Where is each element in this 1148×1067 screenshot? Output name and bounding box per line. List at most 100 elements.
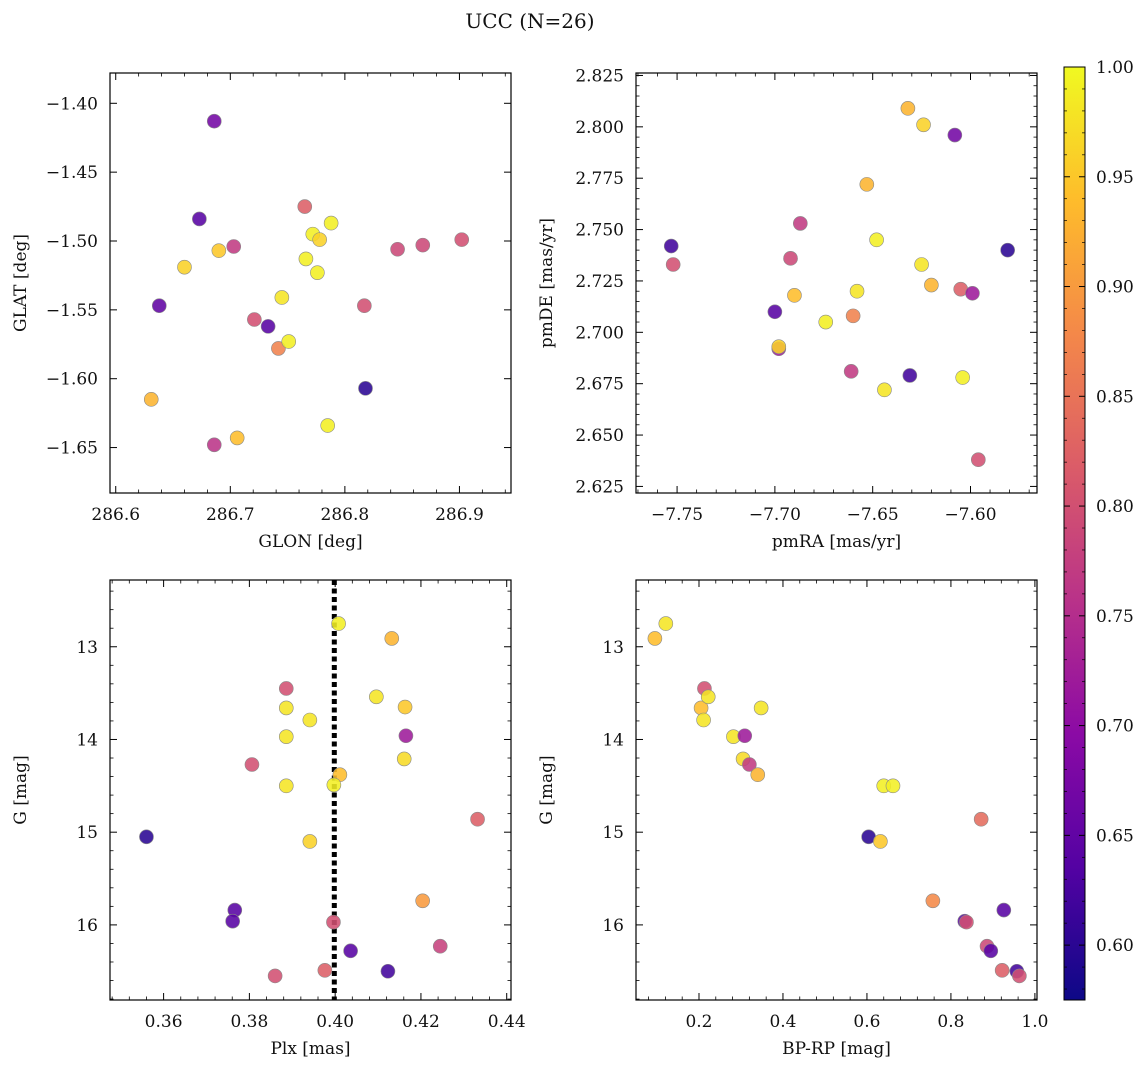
scatter-point <box>737 728 753 744</box>
scatter-point <box>470 811 485 827</box>
scatter-point <box>398 728 414 744</box>
axes-frame <box>635 579 1038 1001</box>
points <box>647 616 1027 984</box>
scatter-point <box>281 334 297 349</box>
colorbar-tick-label: 1.00 <box>1096 58 1134 78</box>
y-tick-label: −1.45 <box>46 163 98 183</box>
scatter-point <box>843 364 859 379</box>
scatter-point <box>247 312 262 327</box>
y-tick-label: 2.725 <box>575 272 624 292</box>
x-tick-label: 0.8 <box>937 1012 964 1032</box>
axes-frame <box>109 72 512 494</box>
scatter-point <box>229 430 245 446</box>
scatter-point <box>390 241 405 257</box>
scatter-point <box>750 767 766 783</box>
scatter-point <box>947 127 963 143</box>
scatter-point <box>278 681 294 696</box>
scatter-point <box>177 259 192 275</box>
figure-title: UCC (N=26) <box>465 9 594 33</box>
x-tick-label: 0.40 <box>316 1012 354 1032</box>
colorbar-tick-label: 0.60 <box>1096 936 1134 956</box>
y-tick-label: −1.60 <box>46 370 98 390</box>
scatter-point <box>742 757 757 772</box>
x-tick-label: −7.70 <box>749 505 801 525</box>
colorbar-tick-label: 0.90 <box>1096 278 1134 298</box>
scatter-point <box>900 101 916 116</box>
scatter-point <box>312 232 327 247</box>
scatter-point <box>700 689 716 705</box>
scatter-point <box>206 437 222 453</box>
scatter-point <box>384 631 400 646</box>
x-tick-label: 0.36 <box>145 1012 183 1032</box>
panels: 286.6 286.7 286.8 286.9 −1.40 −1.45 −1.50 −1.55… <box>11 66 1048 1059</box>
y-tick-label: 13 <box>76 638 98 658</box>
scatter-point <box>297 199 313 214</box>
scatter-point <box>357 298 372 314</box>
y-tick-label: 14 <box>76 730 98 750</box>
scatter-point <box>767 304 783 320</box>
scatter-point <box>267 968 283 984</box>
scatter-point <box>274 290 290 305</box>
scatter-point <box>818 314 834 330</box>
x-tick-label: 0.38 <box>230 1012 268 1032</box>
scatter-point <box>211 243 227 258</box>
scatter-point <box>323 215 339 231</box>
x-tick-label: 286.9 <box>435 505 484 525</box>
scatter-point <box>278 778 294 794</box>
scatter-point <box>192 211 207 227</box>
scatter-point <box>914 257 929 272</box>
scatter-point <box>665 257 681 272</box>
scatter-point <box>996 902 1012 918</box>
scatter-point <box>658 616 674 631</box>
scatter-point <box>696 712 711 728</box>
scatter-point <box>415 237 431 253</box>
scatter-point <box>877 382 892 398</box>
scatter-point <box>973 811 989 827</box>
scatter-point <box>226 239 242 254</box>
x-axis-label: Plx [mas] <box>270 1039 350 1059</box>
colorbar-tick-label: 0.70 <box>1096 717 1134 737</box>
scatter-point <box>310 265 325 280</box>
scatter-point <box>916 117 931 133</box>
scatter-point <box>380 963 396 979</box>
scatter-point <box>343 943 358 959</box>
scatter-point <box>663 238 679 254</box>
y-tick-label: 16 <box>76 916 98 936</box>
scatter-point <box>924 277 939 293</box>
scatter-point <box>302 834 318 849</box>
y-tick-label: −1.40 <box>46 94 98 114</box>
scatter-point <box>331 616 346 631</box>
axes-frame <box>635 72 1038 494</box>
y-tick-label: 13 <box>602 638 624 658</box>
x-axis-label: GLON [deg] <box>258 532 362 552</box>
x-tick-label: 0.2 <box>685 1012 712 1032</box>
scatter-point <box>983 943 999 959</box>
scatter-point <box>783 251 798 266</box>
x-axis-label: BP-RP [mag] <box>782 1039 891 1059</box>
scatter-point <box>271 341 286 356</box>
scatter-point <box>396 751 412 767</box>
scatter-point <box>793 216 808 231</box>
panel-4: 0.2 0.4 0.6 0.8 1.0 13 14 15 16 BP-RP [mag] G [mag… <box>537 579 1048 1059</box>
scatter-point <box>994 963 1010 978</box>
y-tick-label: −1.65 <box>46 439 98 459</box>
y-tick-label: 15 <box>602 823 624 843</box>
scatter-point <box>971 452 986 468</box>
x-tick-label: −7.60 <box>944 505 996 525</box>
scatter-point <box>432 938 448 954</box>
scatter-point <box>753 700 769 716</box>
scatter-point <box>151 298 167 314</box>
x-tick-label: 286.6 <box>91 505 140 525</box>
y-tick-label: 14 <box>602 730 624 750</box>
scatter-point <box>206 113 222 129</box>
scatter-point <box>885 778 901 794</box>
scatter-point <box>454 232 470 247</box>
scatter-point <box>955 370 970 385</box>
y-axis-label: G [mag] <box>537 755 557 824</box>
scatter-point <box>278 729 294 744</box>
y-tick-label: 2.800 <box>575 118 624 138</box>
scatter-point <box>278 700 294 716</box>
x-tick-label: 0.6 <box>853 1012 880 1032</box>
y-tick-label: 2.825 <box>575 66 624 86</box>
y-axis-label: pmDE [mas/yr] <box>537 218 557 348</box>
